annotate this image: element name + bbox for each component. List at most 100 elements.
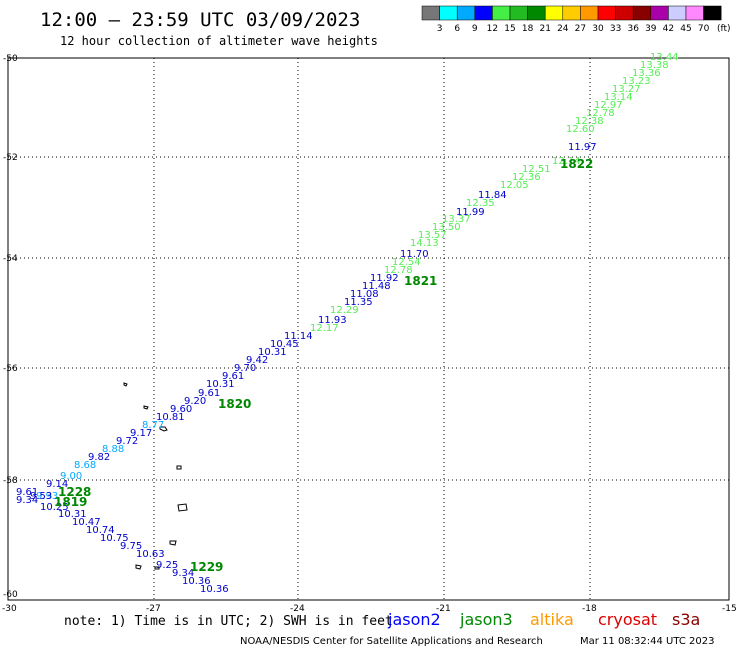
wave-height-label: 13.23 <box>622 76 651 87</box>
color-scale-label: 12 <box>487 24 498 34</box>
color-scale-swatch <box>685 5 704 21</box>
wave-height-label: 9.14 <box>46 479 68 490</box>
wave-height-label: 10.63 <box>136 549 165 560</box>
color-scale-swatch <box>439 5 458 21</box>
color-scale-swatch <box>703 5 722 21</box>
color-scale-swatch <box>492 5 511 21</box>
wave-height-label: 10.74 <box>86 525 115 536</box>
lon-label: -18 <box>582 604 597 614</box>
wave-height-label: 12.60 <box>566 124 595 135</box>
wave-height-label: 12.14 <box>552 156 581 167</box>
color-scale-swatch <box>474 5 493 21</box>
wave-height-label: 13.36 <box>632 68 661 79</box>
wave-height-label: 9.75 <box>120 541 142 552</box>
time-tag: 1821 <box>404 274 437 288</box>
color-scale-swatch <box>509 5 528 21</box>
wave-height-label: 9.20 <box>184 396 206 407</box>
color-scale-label: 42 <box>663 24 674 34</box>
wave-height-label: 13.50 <box>432 222 461 233</box>
wave-height-label: 10.36 <box>200 584 229 595</box>
mission-label-jason3: jason3 <box>459 610 513 629</box>
color-scale-label: 33 <box>610 24 621 34</box>
color-scale-swatch <box>668 5 687 21</box>
wave-height-label: 10.45 <box>270 339 299 350</box>
wave-height-label: 12.29 <box>330 305 359 316</box>
color-scale-label: 18 <box>522 24 534 34</box>
color-scale-label: 45 <box>680 24 691 34</box>
wave-height-label: 10.47 <box>72 517 101 528</box>
color-scale-swatch <box>650 5 669 21</box>
color-scale-label: 6 <box>454 24 460 34</box>
wave-height-label: 10.31 <box>258 347 287 358</box>
color-scale-label: 30 <box>592 24 604 34</box>
wave-height-label: 9.53 <box>30 491 52 502</box>
color-scale-unit: (ft) <box>717 24 731 34</box>
lat-label: -54 <box>3 254 18 264</box>
color-scale-swatch <box>456 5 476 21</box>
time-tag: 1822 <box>560 157 593 171</box>
wave-height-label: 12.54 <box>392 257 421 268</box>
wave-height-label: 13.38 <box>640 60 669 71</box>
lat-label: -58 <box>3 476 18 486</box>
wave-height-label: 9.93 <box>36 491 58 502</box>
wave-height-label: 9.70 <box>234 363 256 374</box>
page-title: 12:00 — 23:59 UTC 03/09/2023 <box>40 9 360 31</box>
time-tag: 1228 <box>58 485 91 499</box>
wave-height-label: 11.99 <box>456 207 485 218</box>
color-scale-label: 39 <box>645 24 657 34</box>
lon-label: -27 <box>146 604 161 614</box>
mission-label-s3a: s3a <box>672 610 700 629</box>
lat-label: -60 <box>3 590 18 600</box>
wave-height-label: 9.42 <box>246 355 268 366</box>
footer-timestamp: Mar 11 08:32:44 UTC 2023 <box>580 636 715 647</box>
wave-height-label: 9.00 <box>60 471 82 482</box>
wave-height-label: 9.61 <box>222 371 244 382</box>
wave-height-label: 13.44 <box>650 52 679 63</box>
wave-height-label: 12.78 <box>586 108 615 119</box>
wave-height-label: 12.17 <box>310 323 339 334</box>
color-scale-swatch <box>580 5 599 21</box>
time-tag: 1819 <box>54 495 87 509</box>
color-scale-swatch <box>527 5 546 21</box>
color-scale-swatch <box>544 5 564 21</box>
lat-label: -50 <box>3 54 18 64</box>
wave-height-label: 11.84 <box>478 190 507 201</box>
wave-height-label: 11.14 <box>284 331 313 342</box>
wave-height-label: 12.38 <box>575 116 604 127</box>
wave-height-label: 12.78 <box>384 265 413 276</box>
time-tag: 1820 <box>218 397 251 411</box>
wave-height-label: 8.77 <box>142 420 164 431</box>
wave-height-label: 10.75 <box>100 533 129 544</box>
color-scale-label: 21 <box>539 24 550 34</box>
wave-height-label: 10.31 <box>206 379 235 390</box>
time-tag: 1229 <box>190 560 223 574</box>
wave-height-labels: 13.4413.3813.3613.2313.2713.1412.9712.78… <box>16 52 679 595</box>
footer-credit: NOAA/NESDIS Center for Satellite Applica… <box>240 636 543 647</box>
lat-label: -52 <box>3 153 18 163</box>
wave-height-label: 9.17 <box>130 428 152 439</box>
wave-height-label: 13.14 <box>604 92 633 103</box>
wave-height-label: 9.61 <box>198 388 220 399</box>
wave-height-label: 13.57 <box>418 230 447 241</box>
wave-height-label: 11.08 <box>350 289 379 300</box>
wave-height-label: 10.31 <box>58 509 87 520</box>
wave-height-label: 12.35 <box>466 198 495 209</box>
wave-height-label: 8.88 <box>102 444 124 455</box>
mission-label-jason2: jason2 <box>387 610 441 629</box>
wave-height-label: 9.61 <box>16 487 38 498</box>
wave-height-label: 11.93 <box>318 315 347 326</box>
wave-height-label: 12.36 <box>512 172 541 183</box>
color-scale-label: 36 <box>627 24 639 34</box>
wave-height-label: 10.36 <box>182 576 211 587</box>
wave-height-label: 12.97 <box>594 100 623 111</box>
wave-height-label: 11.92 <box>370 273 399 284</box>
wave-height-label: 13.27 <box>612 84 641 95</box>
lon-label: -21 <box>436 604 451 614</box>
page-subtitle: 12 hour collection of altimeter wave hei… <box>60 34 378 48</box>
color-scale-swatch <box>562 5 581 21</box>
color-scale-swatch <box>597 5 616 21</box>
wave-height-label: 9.60 <box>170 404 192 415</box>
color-scale-legend: 3 6 9 12 15 18 21 24 27 30 33 36 39 42 45 70 (ft) <box>421 5 731 34</box>
color-scale-swatch <box>632 5 652 21</box>
map-frame <box>7 57 730 601</box>
